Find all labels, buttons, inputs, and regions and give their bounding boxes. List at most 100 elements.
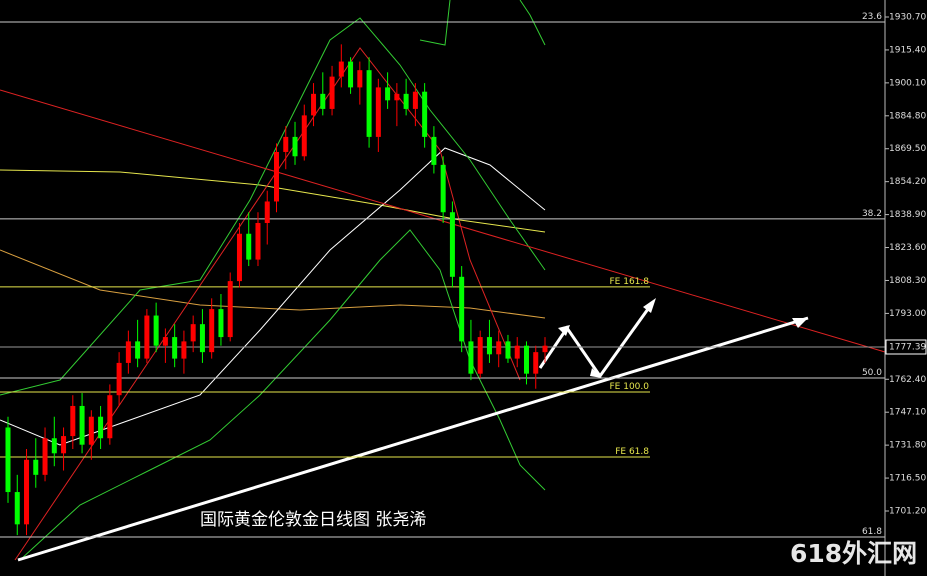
candle-body bbox=[107, 395, 113, 439]
candle-body bbox=[181, 341, 187, 359]
ma-line bbox=[0, 169, 546, 233]
candle-body bbox=[357, 70, 363, 88]
candle-body bbox=[246, 233, 252, 260]
fib-label: 38.2 bbox=[862, 209, 882, 219]
price-axis bbox=[885, 0, 927, 576]
candle-body bbox=[274, 151, 279, 202]
arrow-head bbox=[590, 368, 602, 378]
candle-body bbox=[375, 87, 381, 137]
candle-body bbox=[311, 93, 317, 116]
arrow-head bbox=[643, 298, 656, 313]
y-tick-label: 1854.20 bbox=[889, 177, 926, 187]
candle-body bbox=[542, 345, 548, 353]
y-tick-label: 1747.10 bbox=[889, 408, 926, 418]
candle-body bbox=[162, 337, 168, 346]
candle-body bbox=[135, 341, 141, 359]
candle-body bbox=[125, 341, 131, 363]
candle-body bbox=[24, 459, 30, 525]
candle-body bbox=[14, 492, 20, 525]
candle-body bbox=[218, 309, 224, 338]
y-tick-label: 1915.40 bbox=[889, 45, 926, 55]
candle-body bbox=[227, 281, 233, 338]
candle-body bbox=[320, 93, 326, 109]
y-tick-label: 1701.20 bbox=[889, 506, 926, 516]
annotation: 国际黄金伦敦金日线图 张尧浠 bbox=[200, 510, 426, 530]
y-tick-label: 1793.00 bbox=[889, 309, 926, 319]
candle-body bbox=[255, 222, 261, 260]
bollinger-upper bbox=[519, 0, 546, 46]
support-line bbox=[17, 316, 809, 562]
y-tick-label: 1900.10 bbox=[889, 78, 926, 88]
fib-label: 61.8 bbox=[862, 527, 882, 537]
candle-body bbox=[403, 93, 409, 109]
candle-body bbox=[33, 459, 39, 475]
candle-body bbox=[51, 438, 57, 454]
candle-body bbox=[431, 136, 437, 165]
arrow-head bbox=[558, 325, 570, 336]
bollinger-upper bbox=[0, 17, 546, 396]
candle-body bbox=[144, 315, 150, 359]
candle-body bbox=[5, 427, 11, 493]
candle-body bbox=[79, 405, 85, 445]
candle-body bbox=[264, 201, 270, 223]
candle-body bbox=[236, 233, 242, 282]
candle-body bbox=[98, 416, 104, 439]
candle-body bbox=[514, 345, 520, 359]
fib-label: 23.6 bbox=[862, 12, 882, 22]
candle-body bbox=[283, 136, 289, 152]
fe-label: FE 100.0 bbox=[610, 382, 650, 392]
current-price-box bbox=[885, 339, 927, 355]
candle-body bbox=[394, 93, 400, 101]
y-tick-label: 1838.90 bbox=[889, 210, 926, 220]
trend-line bbox=[0, 89, 886, 353]
candle-body bbox=[329, 76, 335, 109]
y-tick-label: 1808.30 bbox=[889, 276, 926, 286]
forecast-arrow bbox=[538, 301, 655, 379]
y-tick-label: 1823.60 bbox=[889, 243, 926, 253]
bollinger-lower bbox=[19, 229, 546, 561]
fib-label: 50.0 bbox=[862, 368, 882, 378]
candle-body bbox=[292, 136, 298, 157]
candle-body bbox=[199, 324, 205, 353]
ma-line bbox=[0, 249, 546, 319]
watermark: 618外汇网 bbox=[790, 539, 917, 568]
candle-body bbox=[153, 315, 159, 346]
candle-body bbox=[61, 436, 67, 454]
y-tick-label: 1731.80 bbox=[889, 441, 926, 451]
arrow-head bbox=[792, 318, 808, 328]
candle-body bbox=[496, 341, 502, 355]
y-tick-label: 1930.70 bbox=[889, 13, 926, 23]
candle-body bbox=[440, 164, 446, 213]
y-tick-label: 1762.40 bbox=[889, 375, 926, 385]
candle-body bbox=[477, 337, 483, 374]
candle-body bbox=[412, 91, 418, 109]
candle-body bbox=[533, 352, 539, 374]
y-tick-label: 1884.80 bbox=[889, 111, 926, 121]
candle-body bbox=[486, 337, 492, 355]
candle-body bbox=[449, 212, 455, 277]
candle-body bbox=[209, 309, 215, 353]
current-price-label: 1777.39 bbox=[889, 342, 926, 352]
candle-body bbox=[42, 438, 48, 475]
candle-body bbox=[70, 405, 76, 437]
y-tick-label: 1716.50 bbox=[889, 474, 926, 484]
candle-body bbox=[338, 61, 344, 77]
fe-label: FE 61.8 bbox=[615, 447, 649, 457]
bollinger-upper bbox=[419, 0, 451, 46]
candle-body bbox=[348, 61, 354, 88]
candle-body bbox=[366, 70, 372, 137]
candle-body bbox=[385, 87, 391, 101]
candle-body bbox=[88, 416, 94, 445]
candle-body bbox=[116, 362, 122, 396]
candle-body bbox=[505, 341, 511, 359]
candle-body bbox=[190, 324, 196, 342]
candle-body bbox=[523, 345, 529, 374]
fe-label: FE 161.8 bbox=[610, 277, 650, 287]
candle-body bbox=[459, 276, 465, 342]
candle-body bbox=[172, 337, 178, 359]
y-tick-label: 1869.50 bbox=[889, 144, 926, 154]
candle-body bbox=[301, 115, 307, 157]
candle-body bbox=[422, 91, 428, 137]
